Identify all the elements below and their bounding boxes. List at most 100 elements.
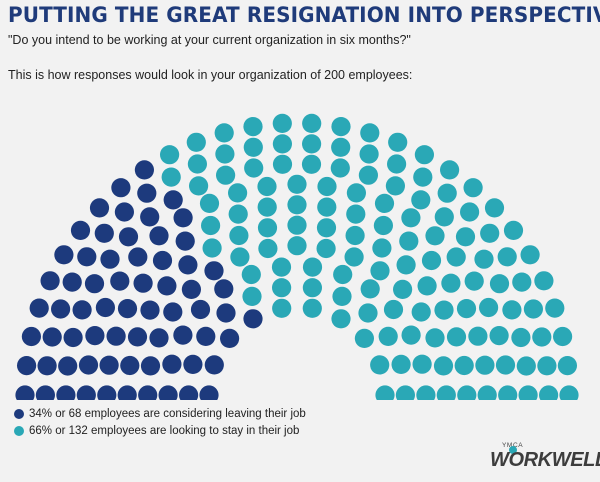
- seat-stay: [474, 249, 494, 269]
- seat-stay: [479, 297, 499, 318]
- seat-stay: [374, 193, 395, 213]
- seat-leave: [162, 354, 182, 374]
- seat-stay: [484, 198, 505, 218]
- seat-stay: [302, 298, 322, 318]
- seat-leave: [179, 385, 199, 400]
- seat-stay: [383, 299, 404, 320]
- seat-stay: [520, 245, 540, 265]
- seat-stay: [214, 123, 234, 143]
- seat-stay: [345, 225, 365, 246]
- seat-stay: [457, 385, 477, 400]
- seat-stay: [243, 117, 263, 137]
- legend-label-stay: 66% or 132 employees are looking to stay…: [29, 424, 300, 437]
- seat-stay: [201, 215, 221, 236]
- seat-stay: [396, 255, 416, 275]
- seat-leave: [190, 299, 211, 320]
- seat-stay: [477, 385, 497, 400]
- seat-leave: [106, 326, 126, 346]
- seat-leave: [72, 300, 92, 320]
- seat-stay: [370, 355, 390, 375]
- seat-leave: [199, 385, 219, 400]
- seat-leave: [158, 385, 178, 400]
- seat-leave: [37, 356, 57, 376]
- seat-leave: [127, 327, 148, 347]
- seat-leave: [183, 354, 203, 374]
- seat-stay: [333, 264, 353, 285]
- seat-stay: [330, 158, 350, 178]
- seat-stay: [518, 385, 538, 400]
- seat-stay: [437, 183, 457, 203]
- seat-stay: [241, 264, 261, 285]
- seat-stay: [512, 272, 532, 292]
- seat-stay: [244, 158, 264, 178]
- seat-leave: [111, 178, 131, 198]
- seat-leave: [21, 326, 41, 347]
- seat-stay: [272, 113, 292, 133]
- seat-leave: [94, 223, 114, 243]
- seat-stay: [360, 123, 380, 143]
- seat-stay: [489, 326, 509, 346]
- seat-stay: [331, 137, 351, 157]
- seat-stay: [359, 144, 379, 164]
- seat-leave: [35, 385, 55, 400]
- seat-leave: [138, 385, 158, 400]
- seat-stay: [463, 178, 483, 198]
- ymca-workwell-logo: YMCA WORKWELL: [488, 440, 600, 474]
- seat-stay: [302, 113, 322, 133]
- seat-stay: [553, 326, 573, 347]
- seat-leave: [70, 220, 91, 240]
- seat-stay: [375, 385, 395, 400]
- seat-stay: [287, 174, 307, 194]
- seat-stay: [272, 134, 292, 154]
- seat-leave: [42, 327, 62, 347]
- seat-stay: [433, 356, 454, 376]
- seat-stay: [317, 176, 337, 197]
- seat-stay: [401, 208, 421, 228]
- seat-stay: [495, 355, 516, 375]
- seat-stay: [557, 356, 578, 376]
- seat-leave: [97, 385, 117, 400]
- legend-item-leave: 34% or 68 employees are considering leav…: [14, 405, 306, 422]
- seat-stay: [425, 226, 445, 246]
- legend: 34% or 68 employees are considering leav…: [14, 405, 306, 439]
- seat-stay: [272, 154, 293, 174]
- seat-stay: [440, 160, 460, 180]
- legend-swatch-stay: [14, 425, 24, 436]
- seat-stay: [385, 176, 405, 196]
- seat-leave: [220, 328, 240, 348]
- seat-stay: [358, 303, 378, 323]
- logo-small-text: YMCA: [502, 442, 523, 449]
- seat-leave: [84, 274, 105, 294]
- seat-leave: [58, 356, 78, 376]
- seat-stay: [456, 299, 477, 319]
- seat-stay: [187, 154, 207, 174]
- seat-stay: [434, 207, 454, 227]
- seat-stay: [523, 299, 544, 319]
- seat-stay: [411, 190, 431, 210]
- seat-stay: [272, 278, 292, 298]
- seat-stay: [344, 247, 364, 267]
- seat-stay: [534, 271, 554, 291]
- seat-leave: [173, 325, 193, 345]
- seat-leave: [175, 231, 195, 251]
- seat-leave: [100, 249, 120, 269]
- seat-leave: [216, 303, 236, 323]
- seat-stay: [395, 385, 415, 400]
- seat-stay: [532, 327, 552, 347]
- seat-leave: [95, 297, 115, 318]
- logo-mark-icon: [509, 446, 517, 454]
- seat-stay: [468, 326, 488, 346]
- seat-stay: [287, 215, 307, 235]
- seat-leave: [78, 355, 99, 375]
- seat-stay: [421, 250, 442, 271]
- seat-leave: [157, 276, 177, 296]
- seat-stay: [272, 298, 292, 318]
- seat-leave: [140, 207, 160, 227]
- seat-stay: [346, 204, 366, 224]
- seat-stay: [425, 328, 445, 348]
- seat-leave: [163, 302, 183, 322]
- seat-leave: [99, 355, 119, 375]
- seat-stay: [475, 355, 495, 375]
- seat-stay: [372, 238, 392, 258]
- seat-leave: [15, 385, 35, 400]
